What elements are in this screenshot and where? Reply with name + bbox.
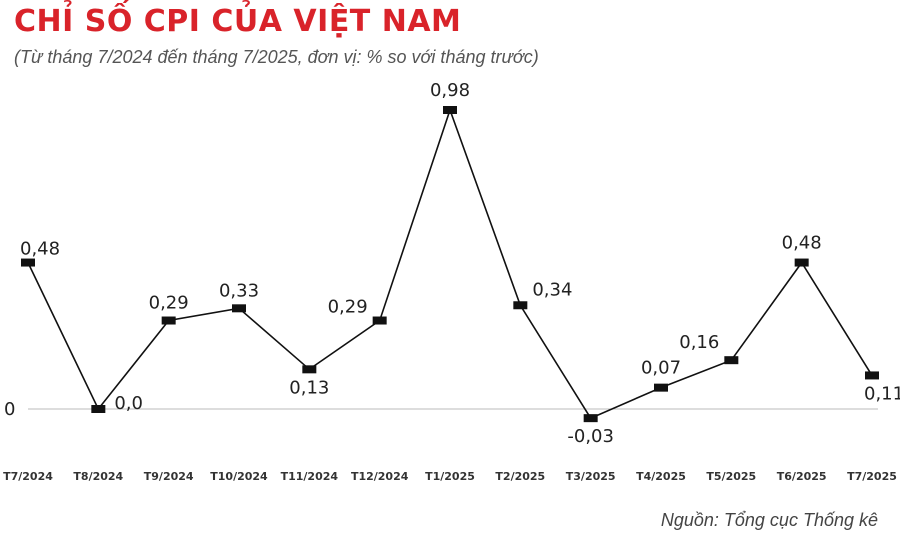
data-label: 0,07 [641, 358, 681, 379]
data-label: 0,98 [430, 80, 470, 101]
x-tick-label: T2/2025 [495, 470, 545, 483]
data-label: 0,13 [289, 377, 329, 398]
data-point-marker [21, 258, 35, 267]
data-point-marker [443, 106, 457, 114]
data-point-marker [161, 316, 176, 325]
chart-subtitle: (Từ tháng 7/2024 đến tháng 7/2025, đơn v… [14, 47, 539, 67]
cpi-series-line [27, 107, 873, 420]
data-point-marker [513, 301, 528, 310]
x-tick-label: T5/2025 [706, 470, 756, 483]
data-point-marker [91, 405, 106, 413]
data-label: -0,03 [567, 426, 614, 447]
x-tick-label: T12/2024 [351, 470, 409, 483]
data-point-marker [232, 304, 246, 313]
x-tick-label: T11/2024 [281, 470, 339, 483]
x-tick-label: T1/2025 [425, 470, 475, 483]
data-label: 0,0 [114, 393, 143, 414]
data-label: 0,33 [219, 280, 259, 301]
x-tick-label: T8/2024 [73, 470, 123, 483]
data-point-marker [865, 371, 879, 380]
x-tick-label: T7/2024 [3, 470, 53, 483]
source-note: Nguồn: Tổng cục Thống kê [660, 510, 878, 530]
data-label: 0,11 [864, 383, 900, 404]
data-point-marker [724, 356, 739, 365]
zero-axis-label: 0 [4, 399, 15, 420]
data-point-marker [794, 258, 809, 267]
data-label: 0,34 [532, 279, 572, 300]
data-label: 0,48 [20, 239, 60, 260]
data-point-marker [583, 414, 598, 423]
x-tick-label: T10/2024 [210, 470, 268, 483]
data-point-marker [654, 383, 668, 392]
x-tick-label: T7/2025 [847, 470, 897, 483]
x-tick-label: T9/2024 [144, 470, 194, 483]
x-tick-label: T3/2025 [566, 470, 616, 483]
x-tick-label: T6/2025 [777, 470, 827, 483]
data-label: 0,29 [328, 297, 368, 318]
data-point-marker [372, 316, 387, 325]
data-label: 0,16 [679, 332, 719, 353]
data-point-marker [302, 365, 317, 374]
data-label: 0,29 [149, 293, 189, 314]
x-tick-label: T4/2025 [636, 470, 686, 483]
data-label: 0,48 [782, 233, 822, 254]
cpi-line-chart: 0 0,48 0,0 0,29 0,33 0,13 0,29 0,98 0,34 -0,03 0,… [3, 80, 900, 483]
chart-title: CHỈ SỐ CPI CỦA VIỆT NAM [14, 4, 462, 39]
